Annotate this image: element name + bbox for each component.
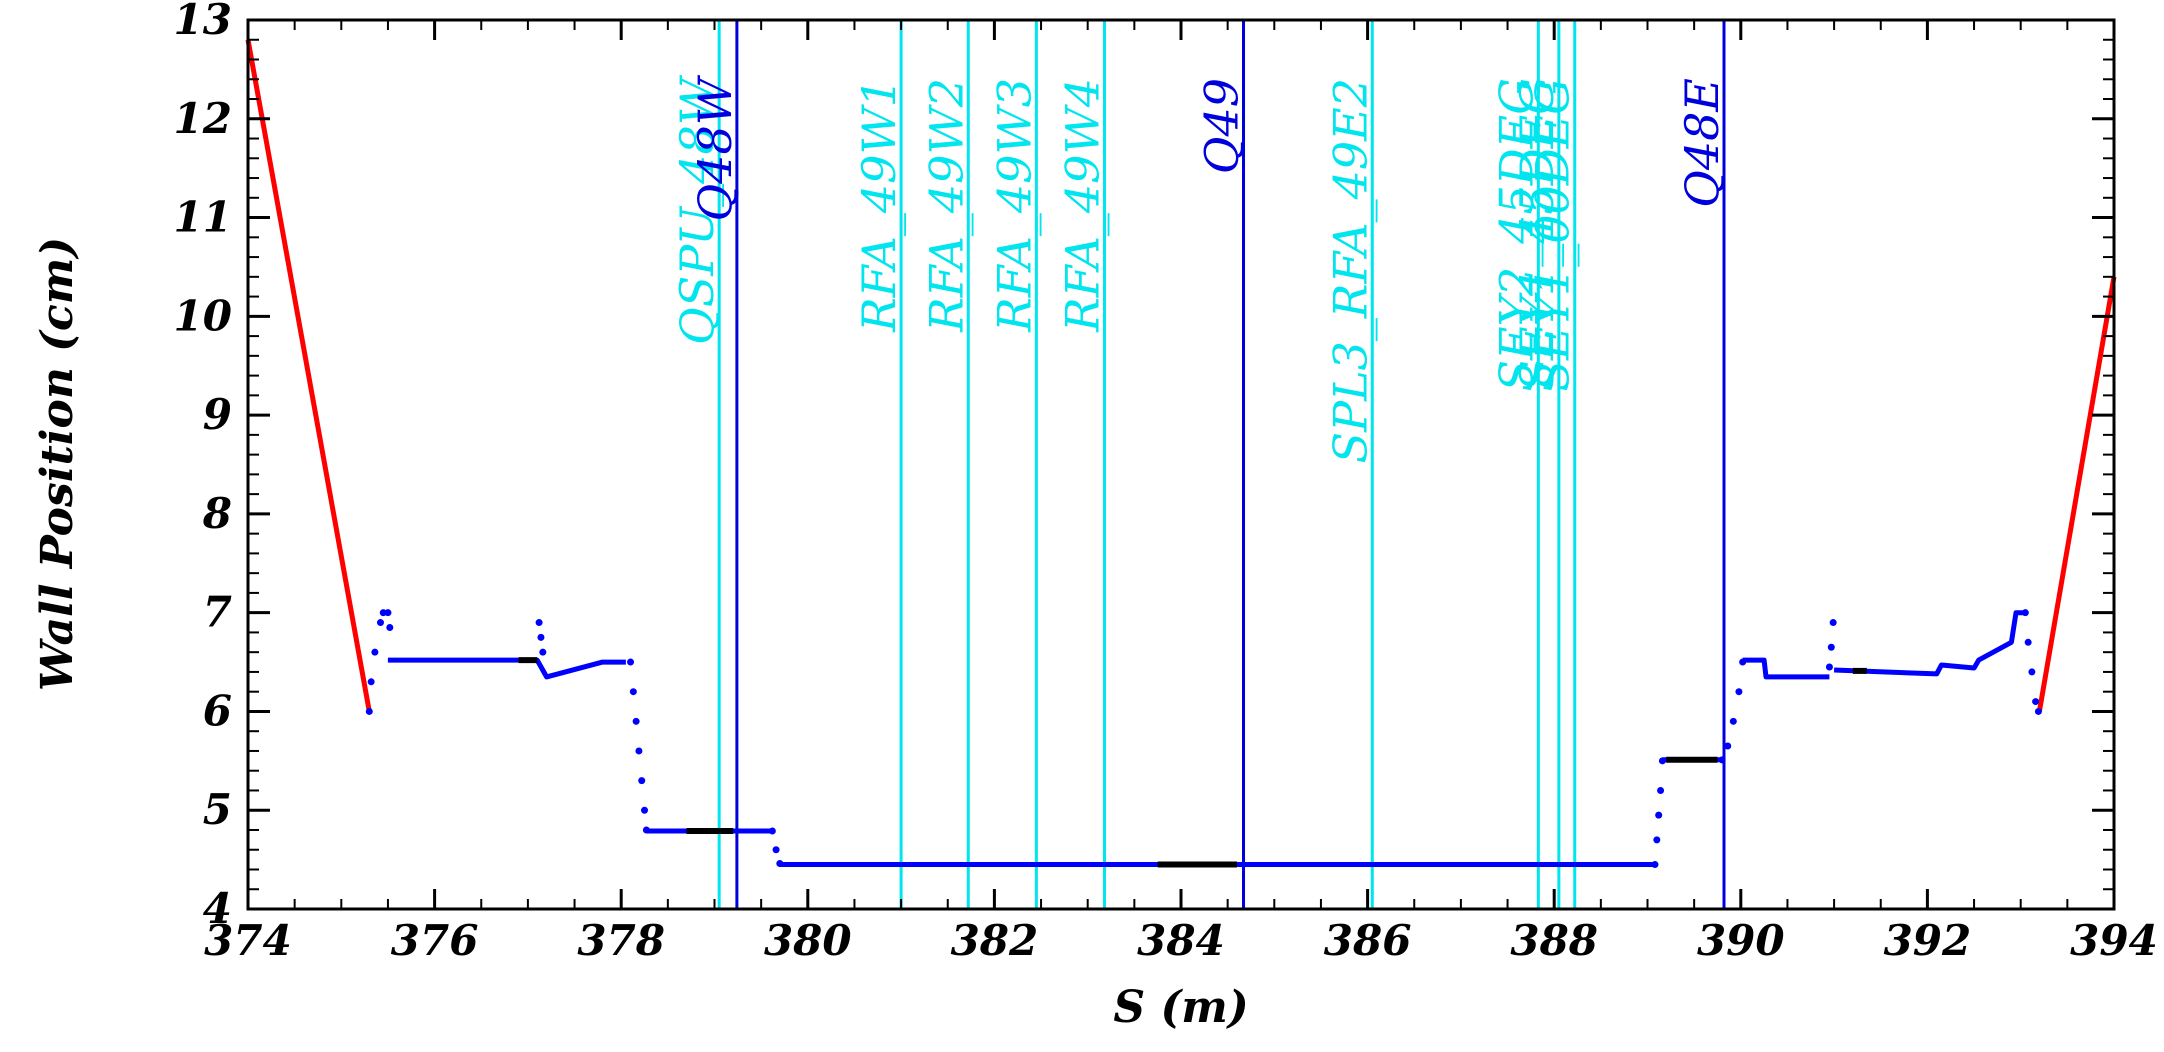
x-tick-label: 386: [1324, 916, 1412, 965]
series-11-point-2: [1729, 717, 1737, 725]
x-tick-label: 380: [764, 916, 852, 965]
series-5-point-5: [641, 806, 649, 814]
x-tick-label: 382: [951, 916, 1039, 965]
marker-label-qspu_48w: QSPU_48W: [670, 74, 724, 345]
series-2-point-5: [384, 609, 392, 617]
series-11-point-0: [1718, 756, 1726, 764]
series-2-point-2: [371, 648, 379, 656]
series-15-point-0: [2021, 609, 2029, 617]
series-15-point-4: [2034, 707, 2042, 715]
x-tick-label: 390: [1697, 916, 1785, 965]
series-14-blue-line: [1834, 610, 2026, 677]
y-tick-label: 5: [203, 785, 232, 834]
y-tick-label: 10: [174, 291, 232, 340]
marker-label-q48w: Q48W: [688, 74, 742, 221]
series-1-red-line: [2036, 276, 2117, 712]
marker-label-q49: Q49: [1195, 78, 1249, 174]
y-tick-label: 8: [202, 489, 232, 538]
x-tick-label: 394: [2070, 916, 2158, 965]
series-4-point-1: [537, 633, 545, 641]
series-5-point-2: [632, 717, 640, 725]
y-tick-label: 13: [174, 0, 232, 44]
data-series: [245, 39, 2117, 869]
y-tick-label: 9: [203, 390, 232, 439]
series-15-point-2: [2028, 668, 2036, 676]
series-9-point-3: [1657, 786, 1665, 794]
series-0-red-line: [245, 39, 372, 712]
series-2-point-1: [367, 678, 375, 686]
marker-label-spl3_rfa_49e2: SPL3_RFA_49E2: [1323, 78, 1377, 463]
y-tick-label: 7: [203, 588, 232, 637]
series-5-point-3: [635, 747, 643, 755]
series-2-point-6: [386, 623, 394, 631]
y-axis-label: Wall Position (cm): [32, 237, 83, 691]
series-2-point-3: [376, 619, 384, 627]
x-tick-label: 392: [1884, 916, 1972, 965]
x-tick-label: 388: [1510, 916, 1598, 965]
series-11-point-1: [1724, 742, 1732, 750]
marker-label-sey1_00deg: SEY1_00DEG: [1526, 78, 1580, 391]
y-tick-label: 4: [203, 884, 232, 933]
series-5-point-4: [638, 777, 646, 785]
series-9-point-1: [1653, 836, 1661, 844]
series-5-point-1: [629, 688, 637, 696]
series-15-point-3: [2032, 698, 2040, 706]
series-4-point-2: [539, 648, 547, 656]
series-15-point-1: [2024, 638, 2032, 646]
marker-label-rfa_49w1: RFA_49W1: [852, 78, 906, 333]
series-13-point-2: [1829, 619, 1837, 627]
series-13-point-1: [1827, 643, 1835, 651]
x-tick-label: 384: [1137, 916, 1225, 965]
series-2-point-0: [365, 707, 373, 715]
series-13-point-0: [1825, 663, 1833, 671]
series-9-point-0: [1651, 861, 1659, 869]
x-axis-label: S (m): [1113, 982, 1248, 1033]
series-9-point-2: [1655, 811, 1663, 819]
marker-label-rfa_49w4: RFA_49W4: [1055, 78, 1109, 333]
y-tick-label: 11: [174, 193, 232, 242]
series-7-point-0: [768, 827, 776, 835]
x-tick-label: 376: [391, 916, 479, 965]
marker-label-rfa_49w3: RFA_49W3: [987, 78, 1041, 333]
marker-label-sey2_45deg: SEY2_45DEG: [1489, 78, 1543, 391]
axis-ticks: 374 376 378 380 382 384 386 388 390 392 394 4 5 6 7 8 9 1…: [174, 0, 2158, 965]
x-tick-label: 374: [204, 916, 292, 965]
series-5-point-0: [627, 658, 635, 666]
y-tick-label: 12: [174, 94, 232, 143]
y-tick-label: 6: [203, 686, 232, 735]
series-7-point-1: [772, 846, 780, 854]
series-12-blue-line: [1742, 657, 1830, 680]
marker-label-q48e: Q48E: [1675, 78, 1729, 208]
series-11-point-3: [1735, 688, 1743, 696]
marker-label-rfa_49w2: RFA_49W2: [919, 78, 973, 333]
marker-label-sey1_45deg: SEY1_45DEG: [1510, 78, 1564, 391]
series-3-blue-line: [387, 657, 626, 680]
series-4-point-0: [535, 619, 543, 627]
x-tick-label: 378: [577, 916, 665, 965]
